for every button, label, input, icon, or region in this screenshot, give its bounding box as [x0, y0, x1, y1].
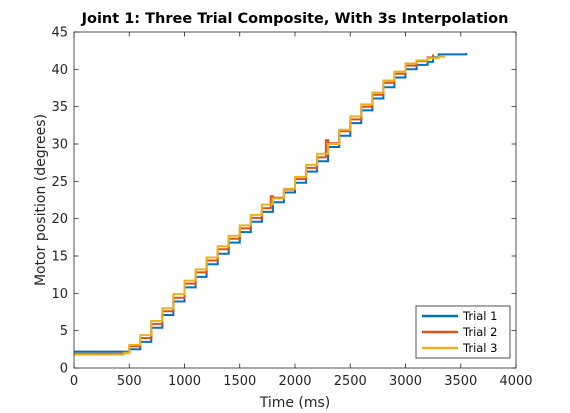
y-tick-label: 30 — [51, 138, 68, 153]
legend-label-1: Trial 1 — [462, 309, 497, 323]
series-layer — [74, 52, 468, 356]
y-tick-label: 40 — [51, 63, 68, 78]
x-tick-label: 2500 — [334, 374, 367, 389]
x-tick-label: 1000 — [168, 374, 201, 389]
x-axis-label: Time (ms) — [259, 395, 331, 411]
series-line-3 — [74, 55, 446, 356]
x-tick-label: 500 — [117, 374, 142, 389]
legend-label-3: Trial 3 — [462, 341, 497, 355]
x-tick-label: 3000 — [389, 374, 422, 389]
x-tick-label: 3500 — [444, 374, 477, 389]
x-tick-label: 1500 — [223, 374, 256, 389]
ticks-layer: 0 500 1000 1500 2000 2500 3000 3500 4000 0 5 10 15 20… — [51, 26, 532, 390]
y-tick-label: 10 — [51, 287, 68, 302]
legend: Trial 1 Trial 2 Trial 3 — [415, 305, 511, 359]
y-axis-label: Motor position (degrees) — [33, 114, 49, 286]
x-tick-label: 2000 — [278, 374, 311, 389]
y-tick-label: 15 — [51, 250, 68, 265]
x-tick-label: 0 — [70, 374, 78, 389]
x-tick-label: 4000 — [499, 374, 532, 389]
y-tick-label: 5 — [60, 324, 68, 339]
y-tick-label: 25 — [51, 175, 68, 190]
y-tick-label: 45 — [51, 26, 68, 41]
y-tick-label: 35 — [51, 100, 68, 115]
y-tick-label: 20 — [51, 212, 68, 227]
legend-label-2: Trial 2 — [462, 325, 497, 339]
y-tick-label: 0 — [60, 362, 68, 377]
chart-title: Joint 1: Three Trial Composite, With 3s … — [81, 11, 509, 27]
series-line-1 — [74, 52, 468, 353]
